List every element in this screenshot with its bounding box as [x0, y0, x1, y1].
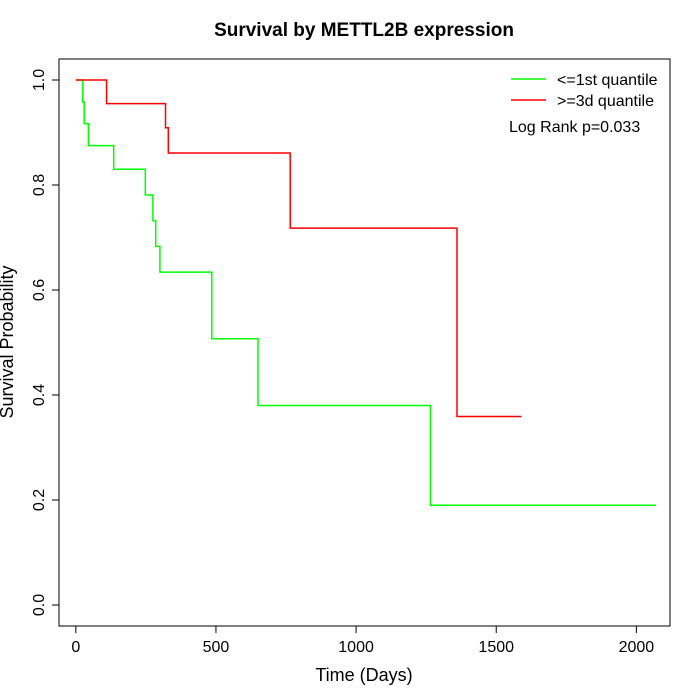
survival-curve-series-2	[75, 79, 522, 418]
y-axis: 0.0 0.2 0.4 0.6 0.8 1.0	[31, 69, 60, 616]
y-tick-label: 0.4	[31, 384, 48, 406]
legend-label-high: >=3d quantile	[557, 93, 654, 110]
x-tick-label: 1000	[338, 639, 374, 656]
x-tick-label: 500	[203, 639, 230, 656]
chart-title: Survival by METTL2B expression	[214, 20, 514, 41]
y-tick-label: 0.2	[31, 489, 48, 511]
y-tick-label: 0.8	[31, 174, 48, 196]
legend-label-low: <=1st quantile	[557, 72, 658, 89]
legend: <=1st quantile >=3d quantile	[511, 72, 658, 110]
y-tick-label: 0.6	[31, 279, 48, 301]
y-tick-label: 0.0	[31, 594, 48, 616]
x-axis: 0 500 1000 1500 2000	[71, 625, 655, 656]
x-tick-label: 2000	[619, 639, 655, 656]
y-tick-label: 1.0	[31, 69, 48, 91]
x-axis-label: Time (Days)	[315, 665, 412, 685]
x-tick-label: 1500	[478, 639, 514, 656]
survival-curve-series-1	[75, 79, 656, 507]
y-axis-label: Survival Probability	[0, 265, 17, 418]
plot-frame	[58, 58, 671, 627]
log-rank-annotation: Log Rank p=0.033	[509, 119, 640, 136]
x-tick-label: 0	[71, 639, 80, 656]
series-layer	[75, 79, 656, 507]
